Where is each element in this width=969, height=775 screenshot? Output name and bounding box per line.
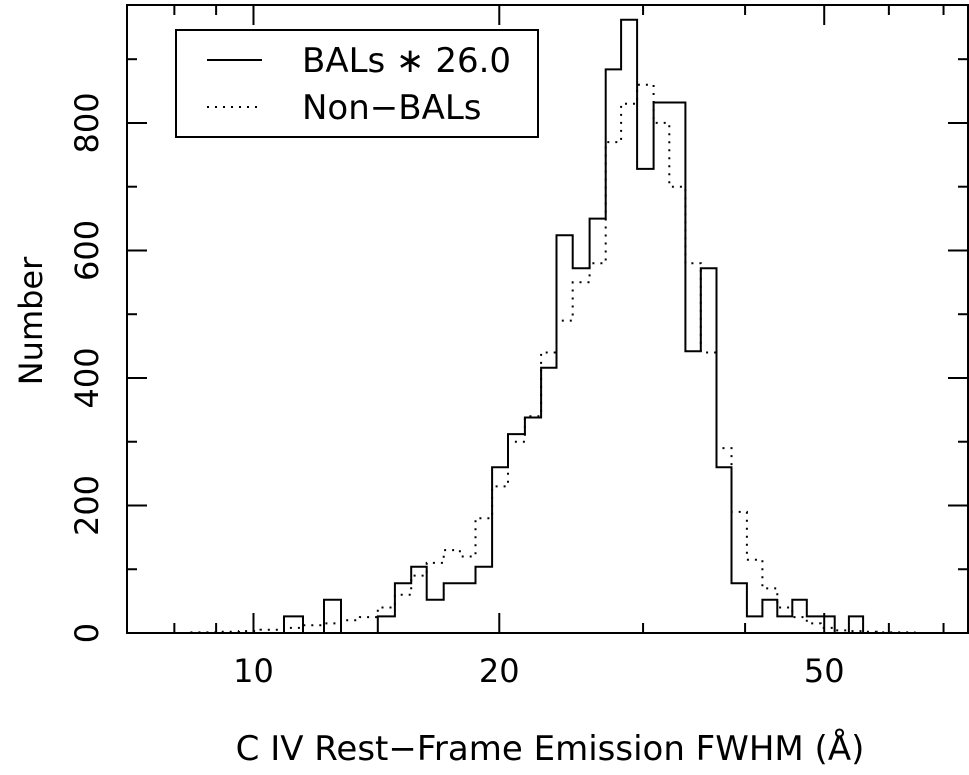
y-tick-label: 600 xyxy=(68,220,106,281)
y-tick-label: 800 xyxy=(68,92,106,153)
legend-label-nonbals: Non−BALs xyxy=(302,88,482,128)
y-tick-label: 400 xyxy=(68,347,106,408)
x-tick-label: 50 xyxy=(804,652,845,690)
series-bals-step xyxy=(127,18,968,634)
y-tick-label: 0 xyxy=(68,623,106,643)
x-tick-label: 10 xyxy=(233,652,274,690)
y-tick-label: 200 xyxy=(68,475,106,536)
series-nonbals-step xyxy=(127,83,968,634)
y-axis-label: Number xyxy=(12,256,50,385)
legend-label-bals: BALs ∗ 26.0 xyxy=(302,41,511,81)
plot-frame xyxy=(126,4,969,634)
legend-box xyxy=(175,29,539,138)
legend: BALs ∗ 26.0 Non−BALs xyxy=(175,29,539,138)
x-axis-label: C IV Rest−Frame Emission FWHM (Å) xyxy=(236,728,865,769)
x-tick-label: 20 xyxy=(479,652,520,690)
